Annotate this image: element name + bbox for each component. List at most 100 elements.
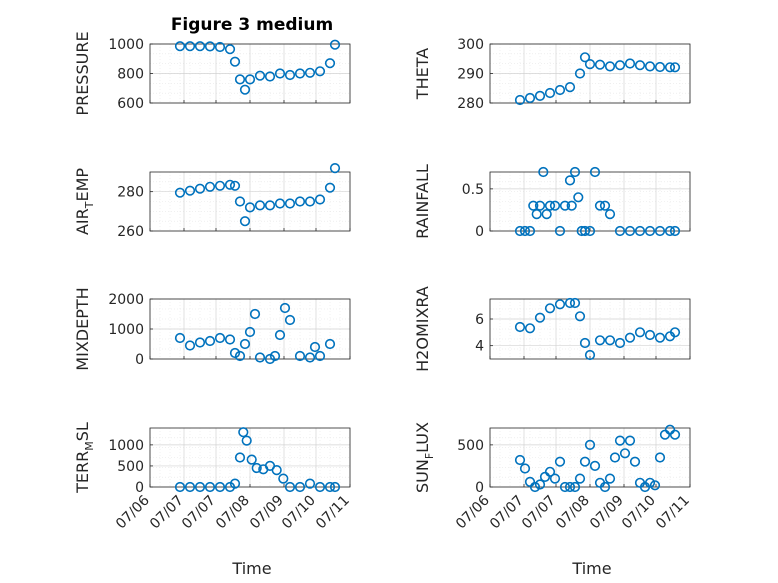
axes-box: [149, 43, 351, 104]
data-point: [514, 321, 526, 333]
data-point: [314, 66, 326, 77]
y-tick-label: 0: [475, 480, 484, 496]
data-point: [238, 427, 249, 438]
data-point: [544, 303, 556, 314]
data-point: [184, 340, 196, 351]
data-point: [329, 481, 341, 493]
data-point: [554, 84, 566, 96]
data-point: [549, 200, 561, 211]
data-point: [564, 175, 576, 186]
data-point: [324, 338, 336, 350]
data-point: [244, 74, 256, 85]
data-point: [514, 454, 526, 466]
y-tick-label: 1000: [108, 37, 144, 53]
x-tick-label: 07/10: [619, 493, 659, 533]
data-point: [584, 225, 596, 237]
data-point: [594, 335, 606, 346]
x-tick-label: 07/07: [519, 493, 559, 533]
data-point: [604, 61, 616, 72]
data-point: [251, 462, 262, 474]
data-point: [329, 163, 341, 174]
data-point: [624, 225, 636, 237]
data-point: [634, 327, 646, 338]
data-point: [244, 326, 256, 338]
data-point: [531, 209, 542, 220]
axes-box: [149, 427, 351, 488]
y-tick-label: 6: [475, 312, 484, 328]
data-point: [559, 481, 571, 493]
data-point: [204, 335, 216, 347]
x-tick-label: 07/06: [453, 492, 493, 532]
data-point: [538, 166, 549, 178]
data-point: [284, 69, 296, 81]
y-tick-label: 290: [457, 67, 484, 83]
x-tick-label: 07/06: [113, 492, 153, 532]
y-tick-label: 260: [117, 224, 144, 240]
y-axis-label: PRESSURE: [73, 31, 92, 115]
data-point: [669, 62, 681, 73]
data-point: [184, 41, 196, 52]
x-tick-label: 07/10: [279, 493, 319, 533]
data-point: [278, 473, 289, 484]
data-point: [564, 297, 576, 309]
data-point: [669, 225, 681, 237]
data-point: [304, 478, 316, 489]
data-point: [229, 56, 241, 67]
data-point: [224, 179, 236, 190]
data-point: [584, 439, 596, 451]
subplot-7: 05001000TERRMSL07/0607/0707/0707/0807/09…: [73, 422, 353, 578]
data-point: [314, 350, 326, 362]
data-point: [604, 209, 616, 220]
data-point: [629, 456, 641, 467]
data-point: [246, 454, 257, 465]
data-point: [254, 200, 266, 211]
data-point: [214, 41, 226, 53]
data-point: [304, 196, 316, 207]
data-point: [329, 39, 341, 50]
data-point: [534, 479, 546, 490]
data-point: [264, 71, 276, 82]
data-point: [554, 299, 566, 310]
data-point: [579, 456, 591, 467]
data-point: [244, 202, 256, 213]
data-point: [294, 196, 306, 207]
data-point: [564, 81, 576, 93]
y-tick-label: 280: [117, 185, 144, 201]
y-tick-label: 2000: [108, 292, 144, 308]
data-point: [654, 61, 666, 73]
data-point: [269, 350, 281, 362]
data-point: [644, 329, 656, 341]
data-point: [614, 60, 626, 71]
data-point: [304, 67, 316, 78]
y-tick-label: 0.5: [462, 182, 484, 198]
x-tick-label: 07/08: [213, 493, 253, 533]
data-point: [609, 452, 621, 463]
y-axis-label: MIXDEPTH: [73, 287, 92, 370]
data-point: [249, 308, 261, 320]
data-point: [274, 68, 286, 79]
data-point: [544, 466, 556, 477]
subplot-1: 600 800 1000 PRESSURE: [73, 31, 351, 116]
data-point: [573, 192, 584, 203]
data-point: [284, 481, 296, 493]
subplot-8: 0500SUNFLUX07/0607/0707/0707/0807/0907/1…: [413, 422, 693, 578]
data-point: [569, 297, 581, 309]
data-point: [569, 481, 581, 493]
y-axis-label: THETA: [413, 48, 432, 100]
data-point: [549, 473, 561, 484]
x-tick-label: 07/11: [313, 493, 353, 533]
data-point: [174, 41, 186, 52]
data-point: [579, 337, 591, 349]
data-point: [519, 463, 531, 474]
data-point: [579, 52, 591, 63]
y-tick-label: 0: [475, 224, 484, 240]
data-point: [574, 68, 586, 79]
data-point: [229, 347, 241, 359]
data-point: [566, 200, 577, 211]
data-point: [324, 481, 336, 493]
data-point: [234, 350, 246, 362]
data-point: [194, 337, 206, 348]
y-axis-label: H2OMIXRA: [413, 286, 432, 372]
axes-box: [149, 298, 351, 360]
